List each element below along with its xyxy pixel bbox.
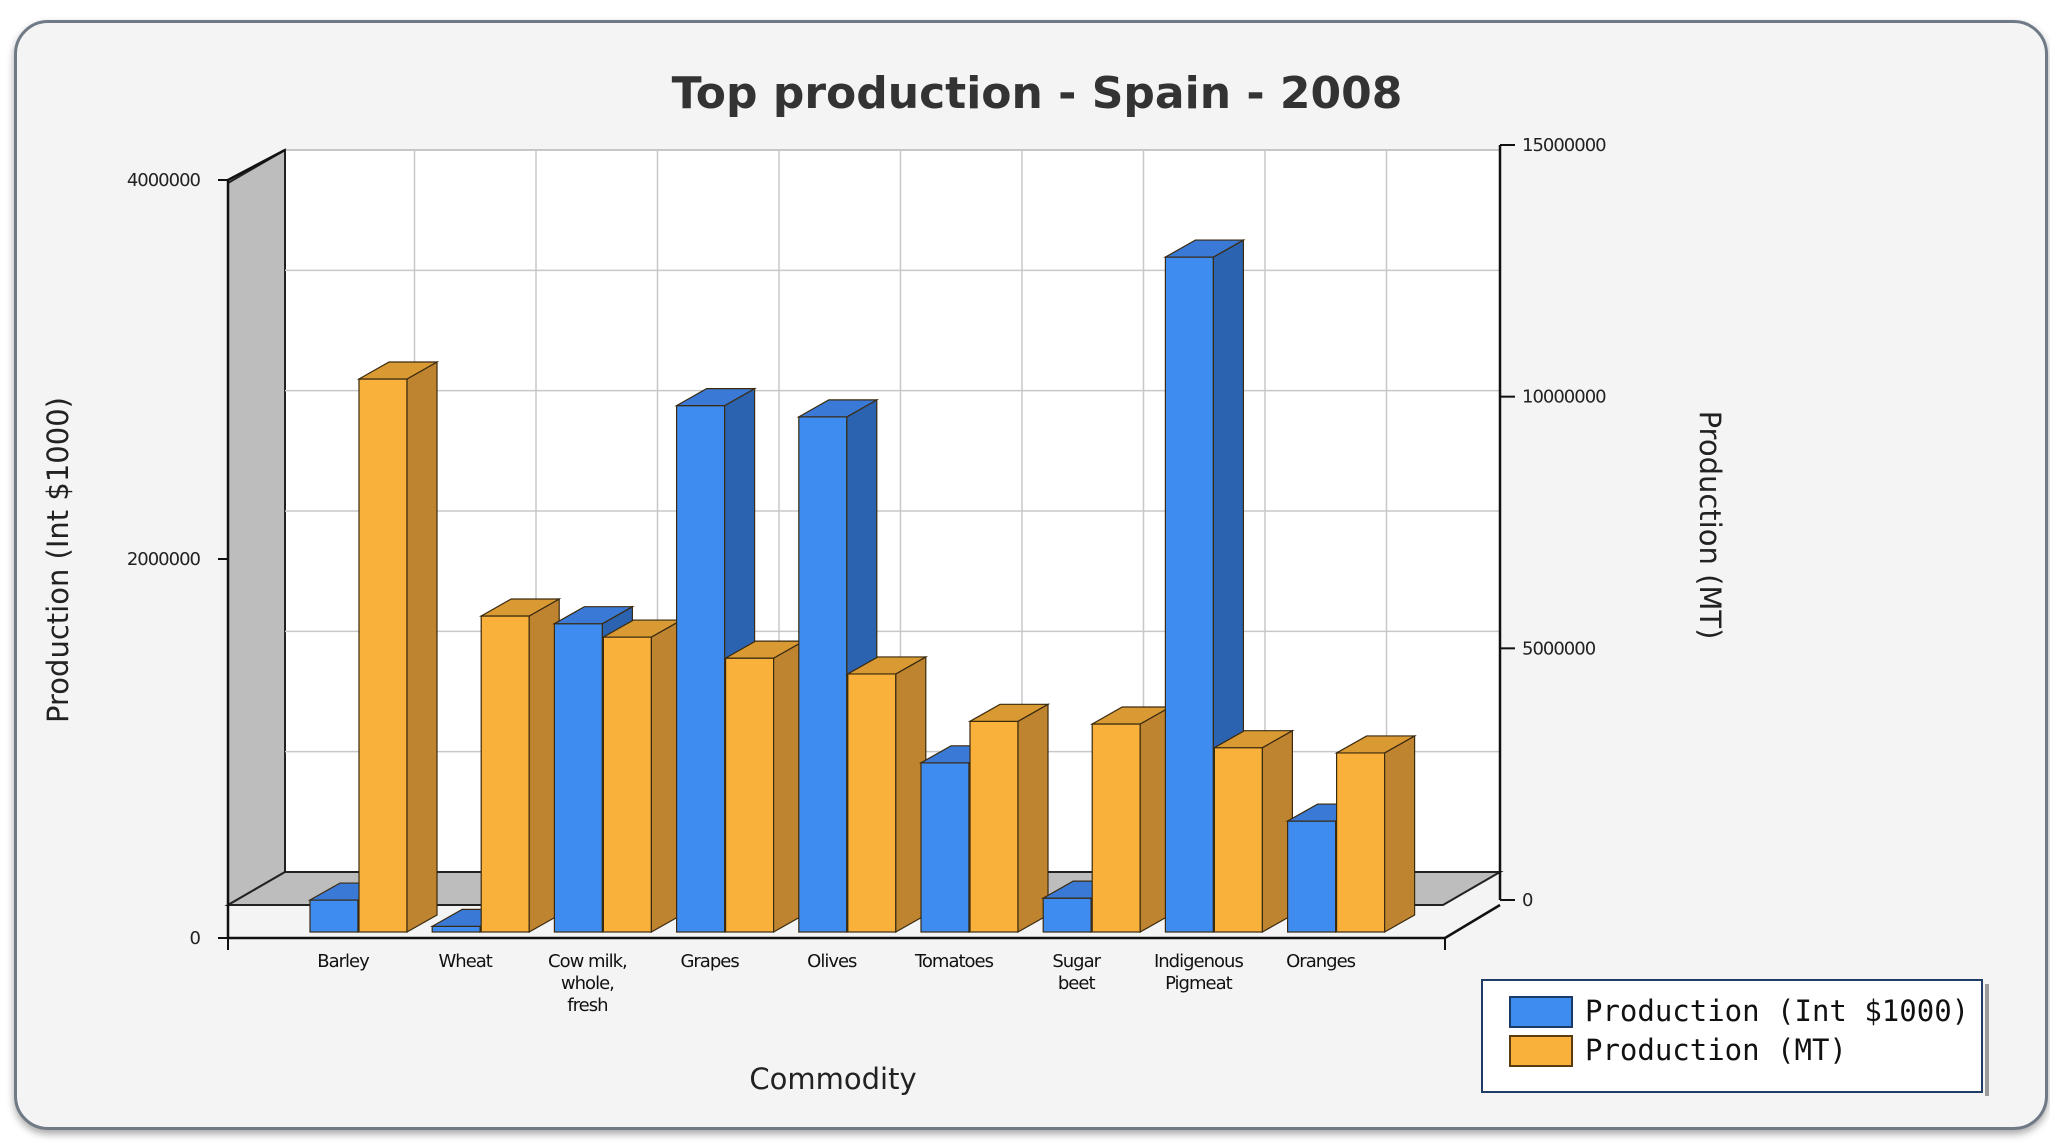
bar-series-1-front — [1091, 723, 1141, 933]
bars — [307, 239, 1417, 934]
bar-series-1 — [723, 640, 806, 934]
category-label: Indigenous Pigmeat — [1154, 951, 1243, 994]
bar-series-1-front — [847, 673, 897, 933]
legend-swatch-0 — [1509, 996, 1573, 1028]
bar-series-1-front — [1335, 752, 1386, 933]
bar-series-1-front — [602, 636, 653, 933]
y-axis-title-right: Production (MT) — [1693, 411, 1727, 640]
bar-series-1-front — [969, 720, 1019, 933]
bar-series-1 — [601, 619, 684, 934]
bar-series-1-top — [478, 598, 562, 617]
x-axis-depth — [1444, 903, 1501, 940]
left-axis-tick-label: 4000000 — [127, 170, 201, 191]
category-label: Barley — [317, 951, 370, 972]
bar-series-1-side — [406, 360, 438, 934]
bar-series-1 — [1089, 705, 1173, 934]
x-axis-title: Commodity — [749, 1062, 916, 1096]
category-label: Sugar beet — [1052, 951, 1101, 994]
axes: 0 2000000 4000000 0 5000000 10000000 15000000 — [127, 135, 1607, 950]
bar-series-0-top — [1163, 239, 1246, 258]
bar-series-0-front — [920, 762, 970, 933]
bar-series-1 — [845, 655, 929, 934]
bar-series-1-front — [358, 378, 408, 933]
side-wall — [227, 148, 286, 907]
bar-series-0-front — [1042, 897, 1092, 933]
bar-series-0-front — [1164, 256, 1215, 933]
right-axis-tick-label: 15000000 — [1522, 135, 1606, 156]
right-axis-tick-label: 0 — [1522, 890, 1533, 911]
right-axis-tick-label: 10000000 — [1522, 387, 1606, 408]
bar-series-1-top — [967, 703, 1051, 722]
bar-series-0-front — [1286, 820, 1337, 933]
bar-series-1-top — [845, 656, 929, 675]
bar-series-1-front — [724, 657, 775, 933]
right-axis-tick-label: 5000000 — [1522, 638, 1596, 659]
bar-series-1-top — [356, 361, 440, 380]
bar-series-1-side — [1383, 734, 1416, 934]
bar-series-1-top — [1212, 730, 1295, 749]
bar-series-1 — [356, 360, 440, 934]
category-label: Cow milk, whole, fresh — [548, 951, 627, 1016]
bar-series-1-front — [1213, 747, 1264, 933]
bar-series-1 — [967, 703, 1051, 934]
bar-series-0-front — [553, 623, 604, 933]
bar-series-0-top — [674, 388, 757, 407]
legend-label-1: Production (MT) — [1585, 1033, 1847, 1067]
left-axis-depth — [227, 148, 286, 182]
left-axis-tick-label: 2000000 — [127, 549, 201, 570]
category-label: Tomatoes — [914, 951, 994, 972]
bar-series-1 — [1212, 729, 1295, 934]
y-axis-title-left: Production (Int $1000) — [41, 397, 75, 723]
legend-shadow — [1985, 984, 1989, 1096]
category-label: Olives — [807, 951, 857, 972]
legend-swatch-1 — [1509, 1035, 1573, 1067]
bar-series-0-front — [309, 899, 359, 933]
legend-label-0: Production (Int $1000) — [1585, 994, 1969, 1028]
bar-series-0-top — [552, 606, 635, 625]
bar-series-0-front — [798, 416, 848, 933]
bar-series-0-front — [675, 405, 726, 933]
bar-series-1-top — [1334, 735, 1417, 754]
left-axis-tick-label: 0 — [190, 928, 201, 949]
category-labels: Barley Wheat Cow milk, whole, fresh Grapes Oli… — [317, 951, 1356, 1016]
bar-series-1 — [478, 597, 562, 934]
bar-series-0-front — [431, 925, 481, 933]
category-label: Wheat — [439, 951, 493, 972]
chart-title: Top production - Spain - 2008 — [672, 68, 1403, 119]
bar-series-1-front — [480, 615, 530, 933]
category-label: Grapes — [680, 951, 739, 972]
legend: Production (Int $1000) Production (MT) — [1481, 979, 1989, 1096]
bar-series-1 — [1334, 734, 1417, 934]
bar-series-0-top — [796, 399, 880, 418]
category-label: Oranges — [1286, 951, 1356, 972]
